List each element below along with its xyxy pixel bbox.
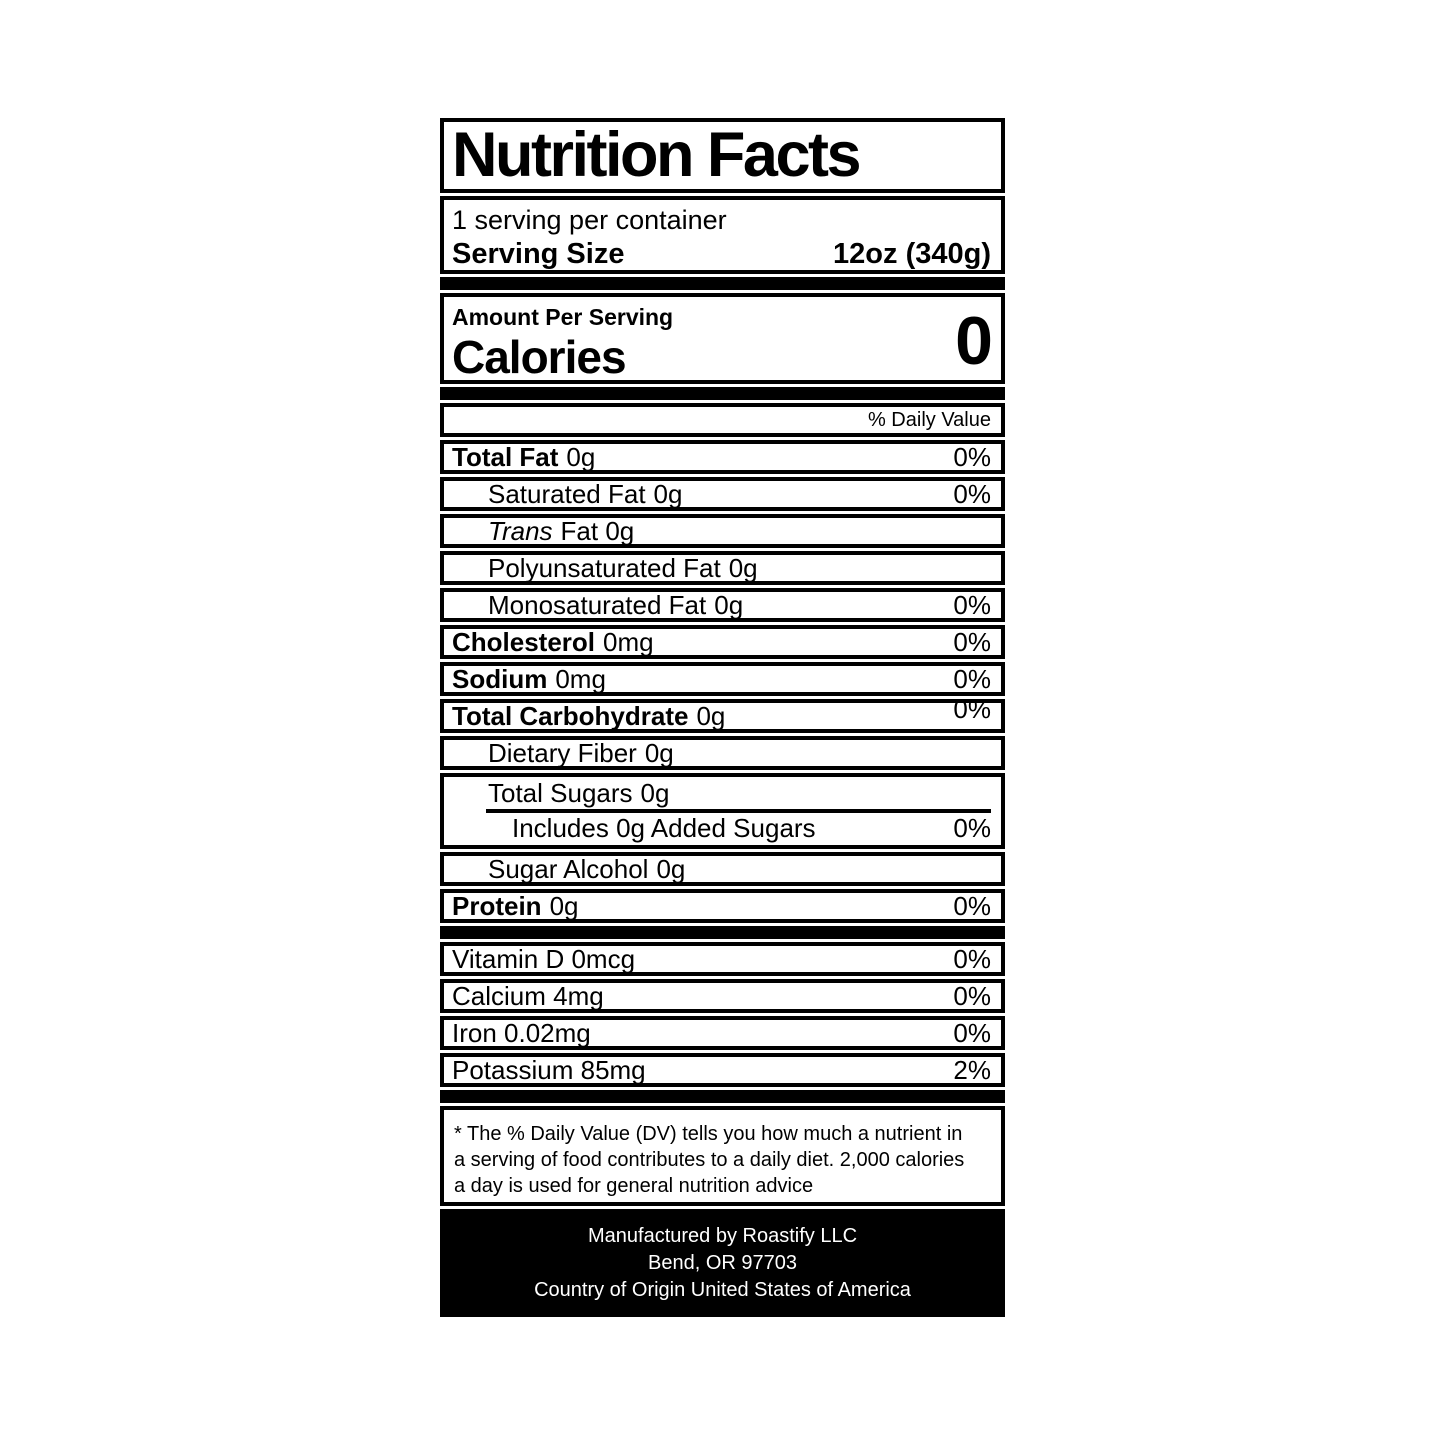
vitamin-dv: 0% xyxy=(953,1017,991,1048)
calories-left-column: Amount Per Serving Calories xyxy=(452,302,674,383)
vitamin-row-iron: Iron 0.02mg 0% xyxy=(440,1016,1005,1050)
daily-value-footnote: * The % Daily Value (DV) tells you how m… xyxy=(440,1106,1005,1206)
vitamin-row-vitamin-d: Vitamin D 0mcg 0% xyxy=(440,942,1005,976)
label-title: Nutrition Facts xyxy=(452,120,862,190)
nutrient-name: Total Carbohydrate 0g xyxy=(452,700,726,731)
nutrient-name: Dietary Fiber 0g xyxy=(488,737,674,768)
nutrient-row-dietary-fiber: Dietary Fiber 0g xyxy=(440,736,1005,770)
added-sugars-divider xyxy=(486,809,991,813)
amount-per-serving-label: Amount Per Serving xyxy=(452,304,674,330)
daily-value-header: % Daily Value xyxy=(867,408,991,431)
vitamin-name: Potassium 85mg xyxy=(452,1054,646,1085)
nutrient-dv: 0% xyxy=(953,813,991,843)
nutrient-name: Sodium 0mg xyxy=(452,663,606,694)
nutrient-row-cholesterol: Cholesterol 0mg 0% xyxy=(440,625,1005,659)
nutrient-name: Cholesterol 0mg xyxy=(452,626,654,657)
footer-line: Country of Origin United States of Ameri… xyxy=(534,1278,911,1301)
nutrient-name: Trans Fat 0g xyxy=(488,515,635,546)
vitamin-dv: 0% xyxy=(953,943,991,974)
thick-divider xyxy=(440,926,1005,939)
nutrient-dv: 0% xyxy=(953,890,991,921)
nutrient-name: Total Fat 0g xyxy=(452,441,596,472)
footnote-line: a serving of food contributes to a daily… xyxy=(454,1149,965,1171)
daily-value-header-box: % Daily Value xyxy=(440,403,1005,437)
nutrient-row-total-fat: Total Fat 0g 0% xyxy=(440,440,1005,474)
nutrition-facts-label: Nutrition Facts 1 serving per container … xyxy=(440,118,1005,1317)
nutrient-name: Protein 0g xyxy=(452,890,579,921)
vitamin-name: Iron 0.02mg xyxy=(452,1017,591,1048)
servings-per-container: 1 serving per container xyxy=(452,205,727,235)
vitamin-row-potassium: Potassium 85mg 2% xyxy=(440,1053,1005,1087)
footer-line: Manufactured by Roastify LLC xyxy=(587,1224,858,1247)
total-sugars-row: Total Sugars 0g xyxy=(488,778,670,808)
nutrient-row-trans-fat: Trans Fat 0g xyxy=(440,514,1005,548)
nutrient-dv: 0% xyxy=(953,589,991,620)
vitamin-dv: 2% xyxy=(953,1054,991,1085)
nutrient-dv: 0% xyxy=(953,663,991,694)
serving-info-box: 1 serving per container Serving Size 12o… xyxy=(440,196,1005,274)
nutrient-name: Polyunsaturated Fat 0g xyxy=(488,552,758,583)
nutrient-row-saturated-fat: Saturated Fat 0g 0% xyxy=(440,477,1005,511)
vitamin-name: Calcium 4mg xyxy=(452,980,604,1011)
calories-label: Calories xyxy=(452,331,627,383)
thick-divider xyxy=(440,1090,1005,1103)
calories-value: 0 xyxy=(955,303,993,379)
nutrient-dv: 0% xyxy=(953,478,991,509)
serving-size-label: Serving Size xyxy=(452,238,625,270)
nutrient-row-polyunsaturated-fat: Polyunsaturated Fat 0g xyxy=(440,551,1005,585)
vitamin-dv: 0% xyxy=(953,980,991,1011)
thick-divider xyxy=(440,277,1005,290)
footnote-line: * The % Daily Value (DV) tells you how m… xyxy=(454,1123,963,1145)
nutrient-name: Monosaturated Fat 0g xyxy=(488,589,744,620)
vitamin-row-calcium: Calcium 4mg 0% xyxy=(440,979,1005,1013)
serving-size-value: 12oz (340g) xyxy=(833,238,991,270)
nutrient-row-sugar-alcohol: Sugar Alcohol 0g xyxy=(440,852,1005,886)
thick-divider xyxy=(440,387,1005,400)
nutrient-dv: 0% xyxy=(953,626,991,657)
nutrient-row-sodium: Sodium 0mg 0% xyxy=(440,662,1005,696)
vitamin-name: Vitamin D 0mcg xyxy=(452,943,636,974)
nutrient-row-protein: Protein 0g 0% xyxy=(440,889,1005,923)
footer-line: Bend, OR 97703 xyxy=(648,1251,797,1274)
footnote-line: a day is used for general nutrition advi… xyxy=(454,1175,814,1197)
manufacturer-footer: Manufactured by Roastify LLC Bend, OR 97… xyxy=(440,1209,1005,1317)
sugars-box: Total Sugars 0g Includes 0g Added Sugars … xyxy=(440,773,1005,849)
added-sugars-row: Includes 0g Added Sugars 0% xyxy=(512,813,991,843)
calories-box: Amount Per Serving Calories 0 xyxy=(440,293,1005,384)
nutrient-name: Saturated Fat 0g xyxy=(488,478,683,509)
nutrient-dv: 0% xyxy=(953,441,991,472)
nutrient-name: Sugar Alcohol 0g xyxy=(488,853,686,884)
serving-size-row: Serving Size 12oz (340g) xyxy=(452,237,991,272)
title-box: Nutrition Facts xyxy=(440,118,1005,193)
nutrient-dv: 0% xyxy=(953,693,991,724)
nutrient-row-monosaturated-fat: Monosaturated Fat 0g 0% xyxy=(440,588,1005,622)
nutrient-row-total-carbohydrate: Total Carbohydrate 0g 0% xyxy=(440,694,1005,733)
